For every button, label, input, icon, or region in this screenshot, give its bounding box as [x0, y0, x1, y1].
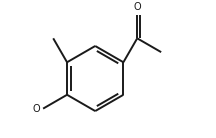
- Text: O: O: [133, 2, 141, 12]
- Text: O: O: [33, 104, 40, 114]
